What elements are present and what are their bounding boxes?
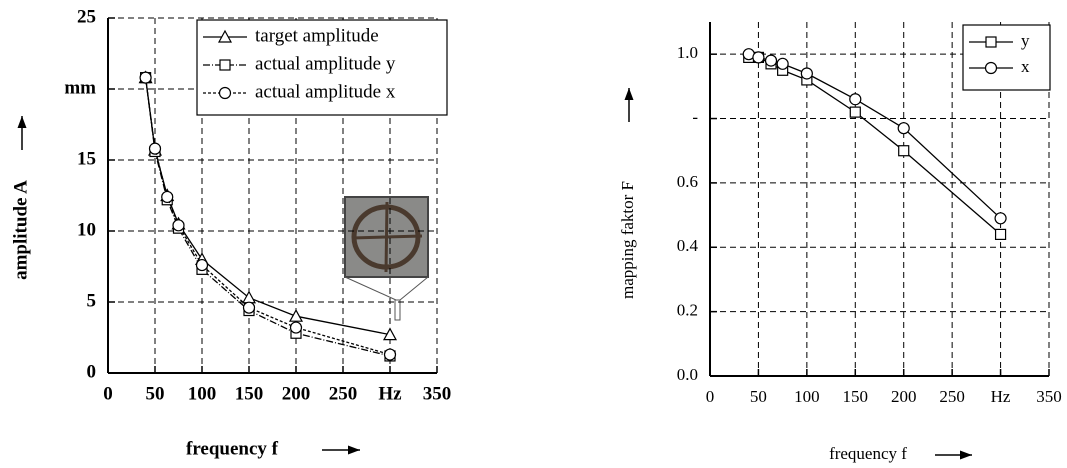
x-tick-label: 0: [103, 383, 113, 404]
y-tick-label: -: [692, 107, 698, 126]
x-tick-label: 250: [939, 387, 965, 406]
x-axis-label: frequency f: [829, 444, 907, 463]
y-tick-label: 1.0: [677, 43, 698, 62]
series-line: [144, 77, 391, 356]
legend-box: [196, 19, 448, 116]
marker-square: [849, 106, 861, 118]
marker-square: [219, 59, 231, 71]
marker-square: [994, 228, 1007, 240]
x-tick-label: 150: [235, 383, 264, 404]
x-tick-label: 200: [282, 383, 311, 404]
x-tick-label: 0: [706, 387, 715, 406]
y-tick-label: 15: [77, 148, 96, 169]
marker-triangle: [382, 327, 398, 341]
marker-circle: [776, 57, 789, 70]
marker-square: [898, 145, 910, 157]
chart: 0 50 100 150 200 250 Hz 350 0.0 0.2 0.4 0.6 - 1.0 freq…: [618, 22, 1062, 463]
marker-circle: [994, 212, 1007, 225]
y-tick-label: 0.4: [677, 236, 699, 255]
marker-circle: [897, 122, 910, 135]
marker-circle: [289, 321, 303, 334]
y-tick-label: 0: [87, 361, 97, 382]
y-tick-label: 0.2: [677, 301, 698, 320]
x-tick-label: Hz: [378, 383, 402, 404]
marker-circle: [752, 51, 765, 64]
y-tick-label: 25: [77, 6, 96, 27]
chart: 0 50 100 150 200 250 Hz 350 0 5 10 15 mm 25 frequency …: [10, 6, 451, 459]
x-tick-label: 250: [329, 383, 358, 404]
x-tick-label: 350: [1036, 387, 1062, 406]
marker-circle: [218, 86, 232, 100]
x-tick-label: 50: [750, 387, 767, 406]
legend-label: y: [1021, 31, 1030, 50]
marker-circle: [139, 71, 152, 84]
x-tick-label: 150: [843, 387, 869, 406]
marker-circle: [764, 54, 778, 67]
legend-label: actual amplitude x: [255, 81, 396, 102]
marker-triangle: [241, 290, 257, 304]
x-tick-label: 50: [146, 383, 165, 404]
marker-triangle: [217, 29, 233, 43]
marker-circle: [242, 301, 256, 314]
legend-label: actual amplitude y: [255, 53, 396, 74]
marker-circle: [984, 61, 998, 75]
y-tick-label: 10: [77, 219, 96, 240]
y-tick-label: 5: [87, 290, 97, 311]
marker-circle: [195, 258, 209, 272]
marker-circle: [172, 219, 185, 232]
marker-circle: [383, 348, 397, 361]
x-tick-label: 350: [423, 383, 452, 404]
marker-square: [985, 36, 997, 48]
y-axis-label: amplitude A: [10, 180, 31, 280]
marker-triangle: [288, 308, 304, 322]
y-tick-label: mm: [64, 77, 96, 98]
marker-circle: [800, 67, 813, 80]
marker-circle: [161, 190, 174, 204]
x-tick-label: 100: [794, 387, 820, 406]
x-tick-label: 100: [188, 383, 217, 404]
x-tick-label: Hz: [991, 387, 1011, 406]
x-axis-label: frequency f: [186, 438, 279, 459]
x-tick-label: 200: [891, 387, 917, 406]
legend-label: target amplitude: [255, 25, 379, 46]
marker-circle: [148, 142, 162, 155]
marker-circle: [849, 93, 862, 106]
y-tick-label: 0.6: [677, 172, 698, 191]
y-tick-label: 0.0: [677, 365, 698, 384]
legend-box: [962, 24, 1051, 91]
legend-label: x: [1021, 57, 1030, 76]
inset-photo: [344, 196, 429, 321]
y-axis-label: mapping faktor F: [618, 181, 637, 299]
